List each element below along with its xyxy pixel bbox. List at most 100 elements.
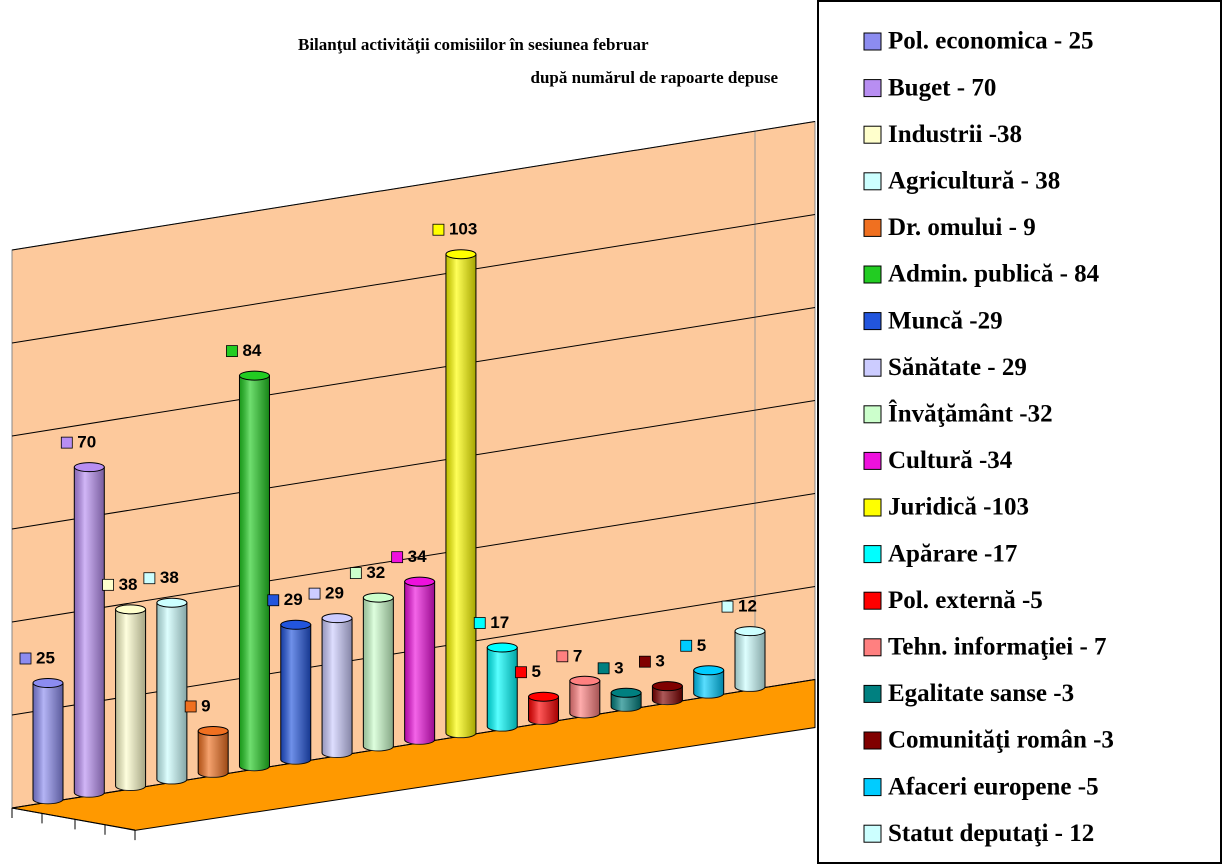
bar-shade <box>611 692 642 712</box>
bar-top <box>404 576 436 587</box>
bar-top <box>445 249 477 260</box>
legend-label: Agricultură - 38 <box>888 168 1060 195</box>
legend-label: Sănătate - 29 <box>888 354 1027 381</box>
data-label: 7 <box>573 646 582 665</box>
legend-key <box>863 218 882 237</box>
legend-key <box>863 125 882 144</box>
legend-key <box>863 79 882 98</box>
data-label: 29 <box>325 584 344 603</box>
legend-key <box>863 545 882 564</box>
legend-label: Statut deputaţi - 12 <box>888 820 1094 847</box>
legend-key <box>863 824 882 843</box>
legend-label: Industrii -38 <box>888 121 1022 148</box>
legend-key <box>863 405 882 424</box>
grid-line <box>11 493 816 623</box>
grid-line <box>11 307 816 437</box>
bar-top <box>238 370 270 381</box>
data-label: 12 <box>738 597 757 616</box>
data-label: 84 <box>242 341 261 360</box>
legend-label: Muncă -29 <box>888 307 1003 334</box>
label-key <box>102 578 114 591</box>
bar-shade <box>445 254 476 738</box>
legend-key <box>863 638 882 657</box>
bar-top <box>693 665 725 676</box>
legend-label: Învăţământ -32 <box>888 400 1053 428</box>
bar-shade <box>487 647 518 732</box>
data-label: 5 <box>532 662 541 681</box>
label-key <box>432 223 445 236</box>
chart-subtitle: după numărul de rapoarte depuse <box>531 68 779 87</box>
data-label: 34 <box>408 547 427 566</box>
legend-key <box>863 498 882 517</box>
legend-key <box>863 451 882 470</box>
data-label: 25 <box>36 648 55 667</box>
bar-shade <box>363 597 394 751</box>
legend-label: Comunităţi român -3 <box>888 727 1114 754</box>
bar-shade <box>693 670 724 699</box>
legend-key <box>863 172 882 191</box>
label-key <box>308 587 321 600</box>
bar-top <box>528 691 560 702</box>
label-key <box>515 666 527 679</box>
label-key <box>19 652 32 665</box>
data-label: 103 <box>449 220 477 239</box>
data-label: 38 <box>119 575 138 594</box>
bar-shade <box>115 609 146 791</box>
bar-top <box>115 604 147 615</box>
label-key <box>556 650 569 663</box>
data-label: 32 <box>366 563 385 582</box>
bar-shade <box>74 467 105 798</box>
label-key <box>60 436 73 449</box>
label-key <box>267 594 280 607</box>
legend-label: Tehn. informaţiei - 7 <box>888 634 1107 661</box>
label-key <box>143 572 156 585</box>
legend-label: Egalitate sanse -3 <box>888 680 1074 707</box>
bar-top <box>486 642 518 653</box>
legend-box <box>817 0 1222 864</box>
bar-shade <box>404 581 435 745</box>
legend-label: Afaceri europene -5 <box>888 773 1099 800</box>
data-label: 17 <box>490 613 509 632</box>
bar-top <box>280 619 312 630</box>
data-label: 3 <box>655 652 664 671</box>
bar-shade <box>652 686 683 705</box>
legend-key <box>863 591 882 610</box>
legend-key <box>863 684 882 703</box>
data-label: 38 <box>160 568 179 587</box>
bar-top <box>73 462 105 473</box>
data-label: 5 <box>697 636 706 655</box>
depth-axis <box>11 807 136 831</box>
label-key <box>226 345 238 358</box>
legend-label: Admin. publică - 84 <box>888 261 1100 288</box>
legend-label: Dr. omului - 9 <box>888 214 1036 241</box>
bar-shade <box>569 680 600 718</box>
legend-label: Buget - 70 <box>888 74 996 101</box>
bar-top <box>156 597 188 608</box>
bar-shade <box>528 696 559 725</box>
bar-top <box>651 681 683 692</box>
legend-key <box>863 32 882 51</box>
data-label: 29 <box>284 590 303 609</box>
legend-label: Apărare -17 <box>888 540 1017 567</box>
label-key <box>473 617 486 629</box>
label-key <box>391 551 404 564</box>
bar-top <box>321 613 353 624</box>
data-label: 70 <box>77 433 96 452</box>
legend-label: Pol. economica - 25 <box>888 28 1094 55</box>
bar-shade <box>322 618 353 758</box>
grid-line <box>11 400 816 530</box>
bar-top <box>734 626 766 637</box>
bar-shade <box>735 631 765 692</box>
legend-key <box>863 358 882 377</box>
label-key <box>184 700 197 713</box>
legend-label: Pol. externă -5 <box>888 587 1043 614</box>
bar-top <box>569 675 601 686</box>
bar-top <box>197 725 229 736</box>
grid-line <box>11 121 816 251</box>
label-key <box>349 567 362 579</box>
grid-line <box>11 214 816 344</box>
chart-title: Bilanţul activităţii comisiilor în sesiu… <box>298 35 649 54</box>
label-key <box>680 639 693 652</box>
data-label: 3 <box>614 658 623 677</box>
